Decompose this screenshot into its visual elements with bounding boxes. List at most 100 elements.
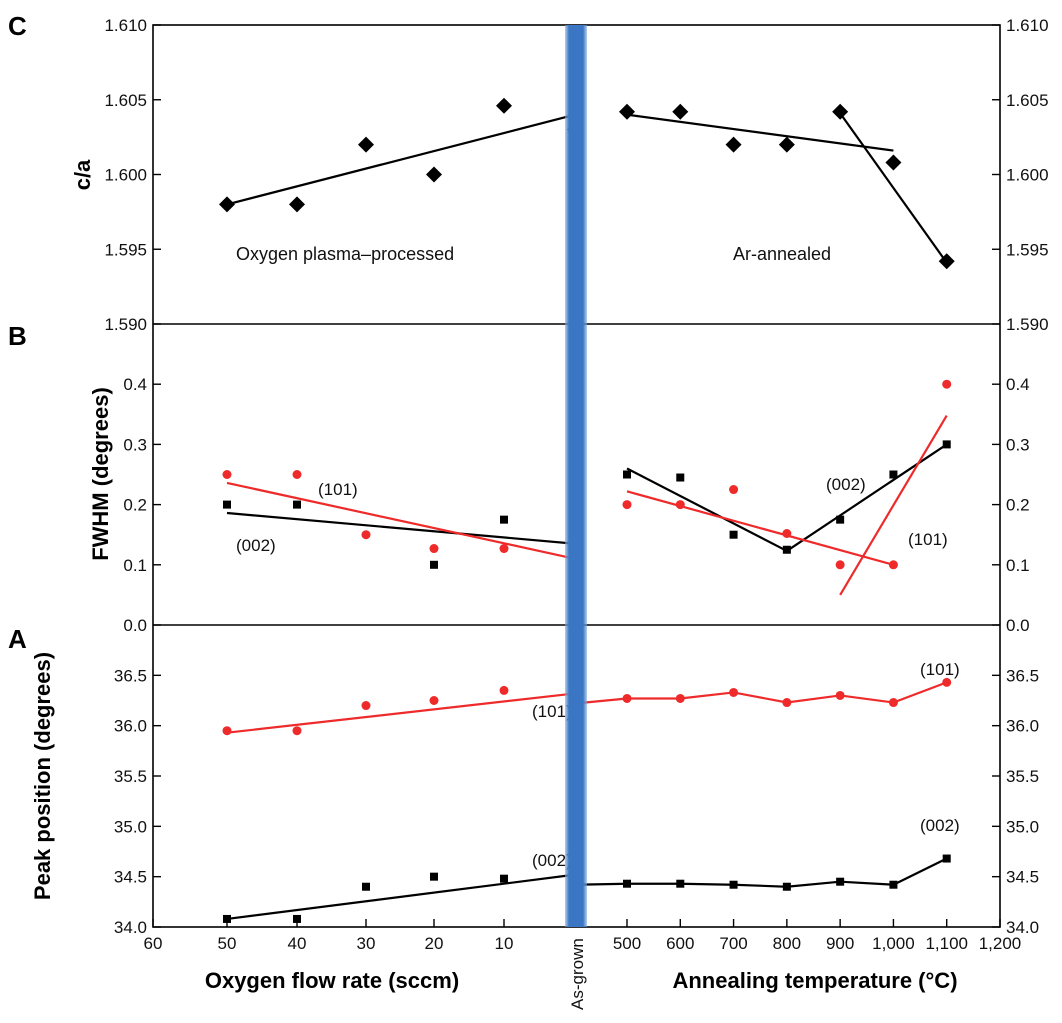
data-point bbox=[429, 544, 439, 554]
y-tick-label-right: 36.0 bbox=[1006, 717, 1039, 736]
data-point bbox=[778, 136, 795, 153]
y-tick-label: 1.590 bbox=[104, 315, 147, 334]
annotation-oxygen-plasma: Oxygen plasma–processed bbox=[236, 244, 454, 264]
y-tick-label: 1.610 bbox=[104, 16, 147, 35]
data-point bbox=[888, 560, 898, 570]
data-point bbox=[362, 882, 370, 891]
panel-letter-b: B bbox=[8, 321, 27, 351]
data-point bbox=[676, 473, 685, 482]
data-point bbox=[623, 879, 631, 888]
data-point bbox=[672, 103, 689, 120]
data-point bbox=[835, 560, 845, 570]
b-y-axis-title: FWHM (degrees) bbox=[88, 387, 113, 561]
data-point bbox=[292, 726, 302, 736]
data-point bbox=[885, 154, 902, 171]
y-tick-label-right: 0.4 bbox=[1006, 375, 1030, 394]
fit-line bbox=[626, 113, 894, 152]
data-point bbox=[222, 726, 232, 736]
y-tick-label: 34.5 bbox=[114, 868, 147, 887]
y-tick-label-right: 0.3 bbox=[1006, 435, 1030, 454]
fit-line bbox=[626, 467, 788, 552]
data-point bbox=[938, 253, 955, 270]
y-tick-label-right: 1.590 bbox=[1006, 315, 1049, 334]
data-point bbox=[358, 136, 374, 153]
data-point bbox=[942, 440, 951, 449]
y-tick-label-right: 0.0 bbox=[1006, 616, 1030, 635]
data-point bbox=[622, 500, 632, 510]
data-point bbox=[729, 485, 739, 495]
x-axis-title-left: Oxygen flow rate (sccm) bbox=[205, 968, 459, 993]
data-point bbox=[888, 698, 898, 708]
fit-line bbox=[226, 481, 576, 560]
data-point bbox=[623, 470, 631, 479]
annotation-ar-annealed: Ar-annealed bbox=[733, 244, 831, 264]
y-tick-label-right: 0.1 bbox=[1006, 556, 1030, 575]
x-tick-label: 10 bbox=[495, 934, 514, 953]
y-tick-label: 35.5 bbox=[114, 767, 147, 786]
y-tick-label-right: 35.5 bbox=[1006, 767, 1039, 786]
data-point bbox=[499, 685, 509, 695]
panel-a: A Peak position (degrees) (101) (101) (0… bbox=[8, 624, 1039, 937]
x-tick-label: 50 bbox=[218, 934, 237, 953]
panel-letter-c: C bbox=[8, 11, 27, 41]
data-point bbox=[430, 560, 438, 569]
y-tick-label: 0.0 bbox=[123, 616, 147, 635]
x-tick-label: 700 bbox=[719, 934, 747, 953]
data-point bbox=[782, 882, 791, 891]
data-point bbox=[219, 196, 235, 213]
y-tick-label: 0.3 bbox=[123, 435, 147, 454]
data-point bbox=[676, 879, 685, 888]
y-tick-label-right: 34.0 bbox=[1006, 918, 1039, 937]
data-point bbox=[782, 698, 792, 708]
fit-line bbox=[226, 113, 576, 206]
data-point bbox=[889, 470, 898, 479]
data-point bbox=[889, 880, 898, 889]
y-tick-label: 0.1 bbox=[123, 556, 147, 575]
x-tick-as-grown: As-grown bbox=[568, 938, 587, 1010]
data-point bbox=[725, 136, 742, 153]
data-point bbox=[500, 515, 508, 524]
data-point bbox=[782, 545, 791, 554]
a-annotation-101-right: (101) bbox=[920, 660, 960, 679]
b-annotation-002-left: (002) bbox=[236, 536, 276, 555]
x-tick-label: 1,100 bbox=[925, 934, 968, 953]
data-point bbox=[675, 500, 685, 510]
data-point bbox=[361, 530, 371, 540]
y-tick-label-right: 1.610 bbox=[1006, 16, 1049, 35]
y-tick-label-right: 1.605 bbox=[1006, 91, 1049, 110]
fit-line bbox=[626, 490, 894, 566]
data-point bbox=[430, 872, 438, 881]
data-point bbox=[942, 854, 951, 863]
data-point bbox=[622, 693, 632, 703]
y-tick-label: 36.5 bbox=[114, 666, 147, 685]
y-tick-label-right: 34.5 bbox=[1006, 868, 1039, 887]
data-point bbox=[782, 528, 792, 538]
x-tick-label: 900 bbox=[826, 934, 854, 953]
y-tick-label: 34.0 bbox=[114, 918, 147, 937]
data-point bbox=[496, 97, 512, 114]
b-annotation-002-right: (002) bbox=[826, 475, 866, 494]
data-point bbox=[223, 500, 231, 509]
data-point bbox=[223, 914, 231, 923]
x-tick-label: 600 bbox=[666, 934, 694, 953]
data-point bbox=[293, 914, 301, 923]
y-tick-label: 35.0 bbox=[114, 817, 147, 836]
fit-line bbox=[839, 112, 948, 264]
data-point bbox=[619, 103, 635, 120]
c-y-axis-title: c/a bbox=[70, 159, 95, 190]
y-tick-label-right: 1.600 bbox=[1006, 166, 1049, 185]
data-point bbox=[499, 544, 509, 554]
x-tick-label: 40 bbox=[288, 934, 307, 953]
panel-c: C c/a Oxygen plasma–processed Ar-anneale… bbox=[8, 11, 1049, 334]
fit-line bbox=[226, 873, 576, 921]
as-grown-band bbox=[565, 25, 587, 927]
data-point bbox=[835, 690, 845, 700]
y-tick-label: 1.605 bbox=[104, 91, 147, 110]
b-annotation-101-right: (101) bbox=[908, 530, 948, 549]
fit-line bbox=[226, 692, 576, 734]
x-axis: 60 50 40 30 20 10 500 600 700 800 900 1,000 1,100 1,… bbox=[144, 919, 1021, 1010]
x-tick-label: 800 bbox=[773, 934, 801, 953]
y-tick-label: 1.600 bbox=[104, 166, 147, 185]
x-tick-label: 1,000 bbox=[872, 934, 915, 953]
